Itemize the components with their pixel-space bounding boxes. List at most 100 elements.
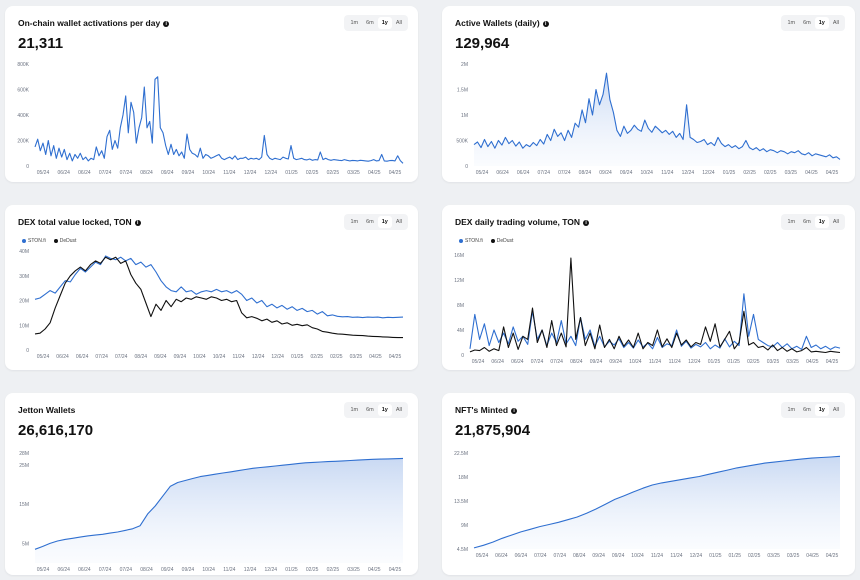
x-tick-label: 01/25 bbox=[723, 170, 736, 176]
x-tick-label: 08/24 bbox=[135, 354, 148, 360]
x-tick-label: 02/25 bbox=[306, 170, 319, 176]
range-6m-button[interactable]: 6m bbox=[803, 407, 811, 413]
y-tick-label: 1.5M bbox=[457, 88, 468, 94]
wallet-activations-chart: 0 200K 400K 600K 800K 05/24 06/24 06/24 07/24 07/… bbox=[17, 62, 404, 176]
x-tick-label: 03/25 bbox=[350, 354, 363, 360]
range-1y-button[interactable]: 1y bbox=[814, 216, 829, 228]
x-tick-label: 09/24 bbox=[182, 567, 195, 573]
range-1y-button[interactable]: 1y bbox=[377, 404, 392, 416]
range-1m-button[interactable]: 1m bbox=[787, 20, 796, 26]
x-tick-label: 12/24 bbox=[265, 567, 278, 573]
info-icon[interactable]: i bbox=[511, 408, 518, 414]
legend-item[interactable]: STON.fi bbox=[459, 238, 483, 244]
series-line-dedust bbox=[469, 257, 841, 354]
wallet-activations-card: On-chain wallet activations per day i 21,… bbox=[5, 6, 418, 182]
series-line-0 bbox=[34, 457, 404, 550]
range-1m-button[interactable]: 1m bbox=[350, 407, 359, 413]
range-selector: 1m 6m 1y All bbox=[344, 15, 408, 31]
series-line-dedust bbox=[34, 256, 403, 339]
y-tick-label: 0 bbox=[461, 353, 464, 359]
range-all-button[interactable]: All bbox=[395, 219, 402, 225]
y-tick-label: 12M bbox=[454, 278, 464, 284]
x-tick-label: 04/25 bbox=[805, 170, 818, 176]
x-tick-label: 03/25 bbox=[347, 567, 360, 573]
x-tick-label: 09/24 bbox=[599, 170, 612, 176]
y-tick-label: 9M bbox=[461, 523, 468, 529]
x-tick-label: 06/24 bbox=[496, 170, 509, 176]
info-icon[interactable]: i bbox=[134, 220, 141, 226]
range-1m-button[interactable]: 1m bbox=[350, 219, 359, 225]
x-tick-label: 04/25 bbox=[368, 170, 381, 176]
range-6m-button[interactable]: 6m bbox=[366, 407, 374, 413]
x-tick-label: 06/24 bbox=[76, 354, 89, 360]
x-tick-label: 09/24 bbox=[609, 359, 622, 365]
range-selector: 1m 6m 1y All bbox=[781, 214, 845, 230]
y-tick-label: 200K bbox=[17, 139, 29, 145]
x-tick-label: 08/24 bbox=[579, 170, 592, 176]
x-tick-label: 10/24 bbox=[202, 567, 215, 573]
x-tick-label: 05/24 bbox=[472, 359, 485, 365]
x-tick-label: 07/24 bbox=[538, 170, 551, 176]
card-value: 129,964 bbox=[455, 35, 510, 52]
range-1y-button[interactable]: 1y bbox=[377, 17, 392, 29]
y-tick-label: 25M bbox=[19, 463, 29, 469]
range-6m-button[interactable]: 6m bbox=[803, 20, 811, 26]
range-6m-button[interactable]: 6m bbox=[366, 20, 374, 26]
x-tick-label: 08/24 bbox=[573, 553, 586, 559]
x-tick-label: 07/24 bbox=[531, 359, 544, 365]
y-tick-label: 4.5M bbox=[457, 547, 468, 553]
x-tick-label: 11/24 bbox=[670, 553, 682, 559]
x-tick-label: 07/24 bbox=[95, 354, 108, 360]
range-all-button[interactable]: All bbox=[395, 20, 402, 26]
range-1y-button[interactable]: 1y bbox=[814, 404, 829, 416]
range-all-button[interactable]: All bbox=[395, 407, 402, 413]
x-tick-label: 09/24 bbox=[174, 354, 187, 360]
x-tick-label: 06/24 bbox=[491, 359, 504, 365]
info-icon[interactable]: i bbox=[583, 220, 590, 226]
info-icon[interactable]: i bbox=[163, 21, 170, 27]
x-tick-label: 06/24 bbox=[57, 170, 70, 176]
range-all-button[interactable]: All bbox=[832, 219, 839, 225]
y-tick-label: 0 bbox=[26, 164, 29, 170]
x-tick-label: 02/25 bbox=[748, 553, 761, 559]
range-selector: 1m 6m 1y All bbox=[781, 15, 845, 31]
y-tick-label: 2M bbox=[461, 62, 468, 68]
x-tick-label: 04/25 bbox=[826, 553, 839, 559]
range-6m-button[interactable]: 6m bbox=[803, 219, 811, 225]
y-tick-label: 28M bbox=[19, 451, 29, 457]
range-all-button[interactable]: All bbox=[832, 20, 839, 26]
range-1y-button[interactable]: 1y bbox=[377, 216, 392, 228]
y-tick-label: 16M bbox=[454, 253, 464, 259]
x-tick-label: 10/24 bbox=[631, 553, 644, 559]
x-tick-label: 03/25 bbox=[767, 359, 780, 365]
x-tick-label: 09/24 bbox=[612, 553, 625, 559]
x-tick-label: 11/24 bbox=[223, 170, 235, 176]
range-1m-button[interactable]: 1m bbox=[787, 407, 796, 413]
range-1m-button[interactable]: 1m bbox=[350, 20, 359, 26]
series-area bbox=[474, 456, 840, 549]
x-tick-label: 09/24 bbox=[182, 170, 195, 176]
x-tick-label: 12/24 bbox=[252, 354, 265, 360]
x-tick-label: 07/24 bbox=[99, 170, 112, 176]
y-tick-label: 8M bbox=[457, 303, 464, 309]
x-tick-label: 10/24 bbox=[640, 170, 653, 176]
range-1m-button[interactable]: 1m bbox=[787, 219, 796, 225]
y-tick-label: 400K bbox=[17, 113, 29, 119]
x-tick-label: 12/24 bbox=[682, 170, 695, 176]
card-title: DEX daily trading volume, TON i bbox=[455, 217, 590, 227]
info-icon[interactable]: i bbox=[542, 21, 549, 27]
legend-item[interactable]: STON.fi bbox=[22, 238, 46, 244]
x-tick-label: 01/25 bbox=[729, 553, 742, 559]
series-line-0 bbox=[473, 72, 841, 160]
range-all-button[interactable]: All bbox=[832, 407, 839, 413]
x-tick-label: 02/25 bbox=[306, 567, 319, 573]
jetton-wallets-chart: 5M 15M 25M 28M 05/24 06/24 06/24 07/24 07/24 08/2… bbox=[19, 451, 404, 573]
x-tick-label: 06/24 bbox=[495, 553, 508, 559]
x-tick-label: 04/25 bbox=[389, 567, 402, 573]
legend-item[interactable]: DeDust bbox=[490, 238, 513, 244]
range-1y-button[interactable]: 1y bbox=[814, 17, 829, 29]
x-tick-label: 08/24 bbox=[570, 359, 583, 365]
x-tick-label: 12/24 bbox=[702, 170, 715, 176]
range-6m-button[interactable]: 6m bbox=[366, 219, 374, 225]
legend-item[interactable]: DeDust bbox=[53, 238, 76, 244]
